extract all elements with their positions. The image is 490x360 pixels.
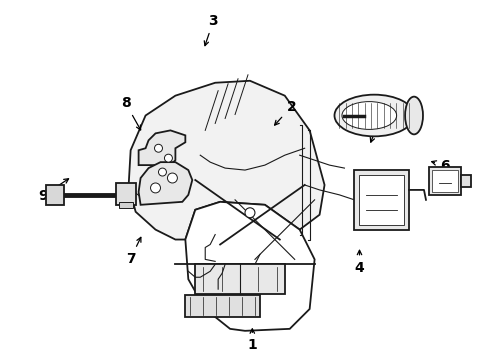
Polygon shape xyxy=(139,162,192,205)
Bar xyxy=(429,167,461,195)
Bar xyxy=(432,170,458,192)
Ellipse shape xyxy=(335,95,414,136)
Circle shape xyxy=(165,154,172,162)
Text: 6: 6 xyxy=(432,159,449,173)
Circle shape xyxy=(245,208,255,218)
Ellipse shape xyxy=(342,102,396,129)
Bar xyxy=(461,175,471,187)
Bar xyxy=(185,295,260,317)
Circle shape xyxy=(168,173,177,183)
Text: 8: 8 xyxy=(121,96,141,130)
Text: 5: 5 xyxy=(370,114,384,142)
Polygon shape xyxy=(139,130,185,165)
Text: 2: 2 xyxy=(274,100,296,125)
Bar xyxy=(359,175,404,225)
Text: 7: 7 xyxy=(126,237,141,266)
Circle shape xyxy=(158,168,167,176)
Text: 1: 1 xyxy=(247,329,257,352)
Polygon shape xyxy=(129,81,324,239)
Text: 9: 9 xyxy=(38,179,69,203)
Bar xyxy=(196,264,285,294)
Bar xyxy=(116,183,136,205)
Polygon shape xyxy=(185,202,315,331)
Bar xyxy=(354,170,409,230)
Circle shape xyxy=(154,144,163,152)
Bar xyxy=(46,185,64,205)
Text: 3: 3 xyxy=(204,14,218,46)
Circle shape xyxy=(150,183,161,193)
Bar xyxy=(119,202,133,208)
Text: 4: 4 xyxy=(355,250,365,275)
Ellipse shape xyxy=(405,96,423,134)
